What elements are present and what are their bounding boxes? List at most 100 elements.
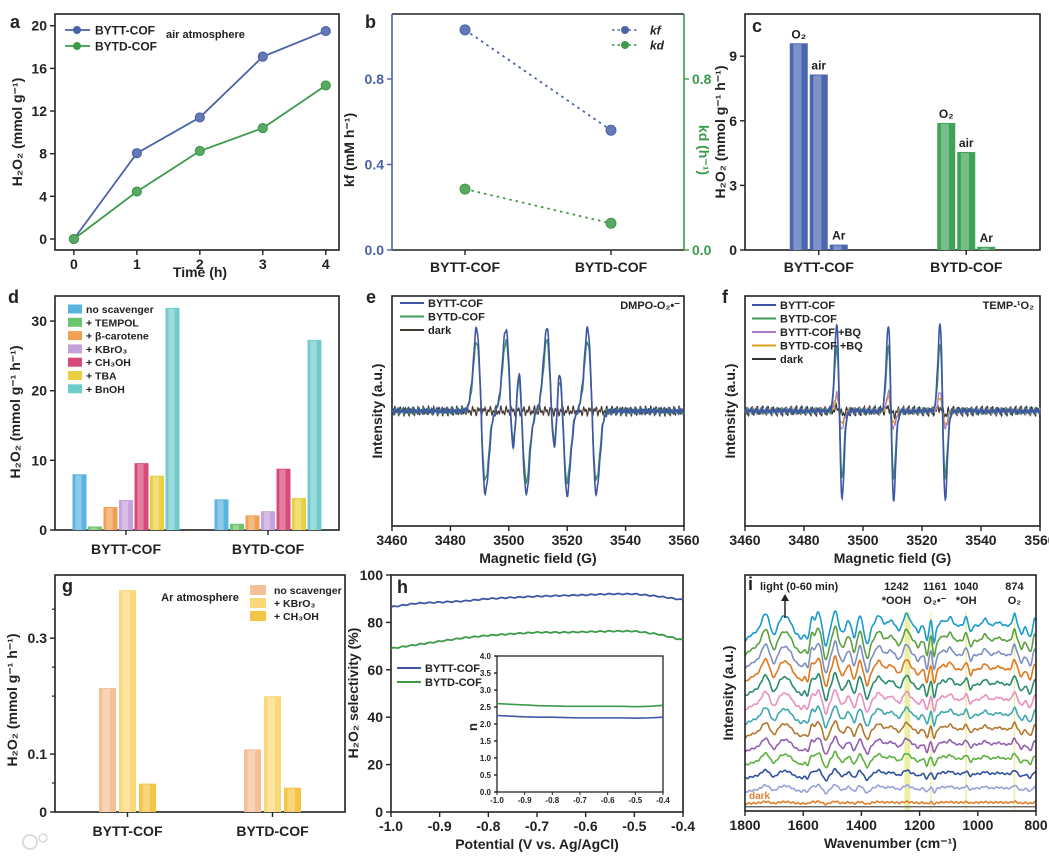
series-line-light-4 [744, 735, 1037, 755]
legend-swatch [250, 585, 266, 595]
legend-label: + CH₃OH [274, 611, 319, 623]
series-line-bytt-cof [73, 30, 327, 240]
legend-swatch [68, 344, 82, 354]
panel-letter: c [752, 16, 762, 36]
plot-frame [54, 574, 346, 813]
bar-label: air [811, 59, 826, 73]
x-tick-label: 1800 [729, 817, 760, 833]
series-line-light-7 [745, 688, 1037, 716]
legend-label: + β-carotene [86, 331, 149, 343]
legend-swatch [68, 384, 82, 394]
legend-label: + BnOH [86, 384, 125, 396]
bar-highlight [232, 524, 240, 530]
watermark-logo-icon [38, 833, 48, 843]
x-tick-label: 3460 [376, 532, 407, 548]
band-assignment: O₂ [1008, 595, 1022, 607]
bar-label: air [959, 136, 974, 150]
y-tick-label: 3.5 [480, 669, 492, 678]
y-tick-label: 80 [367, 614, 383, 630]
bar-highlight [122, 591, 131, 812]
band-wavenumber: 1040 [954, 581, 978, 593]
legend-swatch [250, 598, 266, 608]
x-tick-label: -0.8 [545, 796, 559, 805]
legend-swatch [68, 357, 82, 367]
bar-highlight [248, 516, 255, 530]
legend-marker [621, 41, 629, 49]
band-assignment: *OOH [882, 595, 911, 607]
bar-highlight [152, 476, 160, 530]
legend-label: kf [650, 24, 662, 38]
series-line-light-8 [744, 671, 1037, 702]
category-label: BYTD-COF [930, 259, 1003, 275]
bar-highlight [137, 464, 144, 530]
x-tick-label: -0.7 [525, 818, 549, 834]
y-axis-label: H₂O₂ (mmol g⁻¹) [9, 78, 25, 187]
bar-highlight [960, 153, 969, 250]
series-line-bytt-cof [744, 322, 1041, 502]
category-label: BYTT-COF [430, 259, 500, 275]
watermark-logo-icon [22, 834, 38, 850]
panel-letter: i [748, 574, 753, 594]
x-tick-label: 1600 [788, 817, 819, 833]
x-axis-label: Wavenumber (cm⁻¹) [824, 835, 957, 851]
y-tick-label: 0.0 [365, 242, 385, 258]
band-assignment: *OH [956, 595, 977, 607]
x-tick-label: -0.4 [656, 796, 670, 805]
band-wavenumber: 1242 [884, 581, 908, 593]
dark-label: dark [749, 791, 771, 802]
y-tick-label: 1.5 [480, 737, 492, 746]
x-axis-label: Magnetic field (G) [479, 550, 596, 566]
x-tick-label: 3480 [435, 532, 466, 548]
x-tick-label: 3 [259, 256, 267, 272]
panel-letter: a [10, 12, 21, 32]
legend-swatch [250, 611, 266, 621]
band-wavenumber: 874 [1005, 581, 1024, 593]
series-line-light-11 [744, 625, 1037, 661]
y-tick-label: 0.1 [28, 746, 48, 762]
bar-highlight [267, 697, 276, 812]
series-line-light-3 [744, 750, 1037, 769]
bar-highlight [813, 75, 822, 251]
data-point [605, 124, 617, 136]
series-line-light-10 [744, 639, 1037, 674]
legend-label: BYTT-COF [425, 663, 480, 675]
x-tick-label: -0.9 [518, 796, 532, 805]
x-tick-label: -0.7 [573, 796, 587, 805]
x-tick-label: 3560 [668, 532, 699, 548]
legend-label: dark [780, 354, 804, 366]
y-tick-label: 0.3 [28, 630, 48, 646]
series-line-kd [464, 188, 612, 225]
data-point [131, 148, 142, 159]
legend-label: BYTT-COF +BQ [780, 327, 861, 339]
data-point [131, 186, 142, 197]
plot-frame [744, 574, 1037, 812]
panel-letter: h [397, 577, 408, 597]
x-tick-label: 1 [133, 256, 141, 272]
data-point [68, 233, 79, 245]
annotation: air atmosphere [166, 29, 245, 41]
annotation: TEMP-¹O₂ [983, 300, 1034, 312]
legend-label: BYTT-COF [428, 298, 483, 310]
y-tick-label: 0.0 [480, 788, 492, 797]
x-tick-label: 3540 [965, 532, 996, 548]
bar-highlight [168, 308, 175, 530]
y-tick-label: 0.4 [365, 156, 385, 172]
x-tick-label: -0.9 [428, 818, 452, 834]
series-line-light-9 [744, 654, 1037, 688]
x-tick-label: -0.4 [671, 818, 695, 834]
series-line-light-12 [744, 610, 1037, 647]
series-line-light-2 [744, 767, 1037, 782]
y-axis-label: H₂O₂ (mmol g⁻¹ h⁻¹) [4, 634, 20, 767]
x-tick-label: 3500 [847, 532, 878, 548]
bar-label: O₂ [791, 27, 806, 41]
y-tick-label: 100 [360, 567, 384, 583]
x-axis-label: Time (h) [173, 264, 227, 280]
legend-swatch [68, 331, 82, 341]
band-highlight [965, 612, 967, 811]
category-label: BYTT-COF [91, 541, 161, 557]
bar-highlight [106, 508, 113, 530]
inset-frame [496, 655, 664, 793]
legend-marker [621, 26, 629, 34]
legend-label: BYTD-COF [425, 677, 482, 689]
bar-highlight [247, 750, 256, 812]
